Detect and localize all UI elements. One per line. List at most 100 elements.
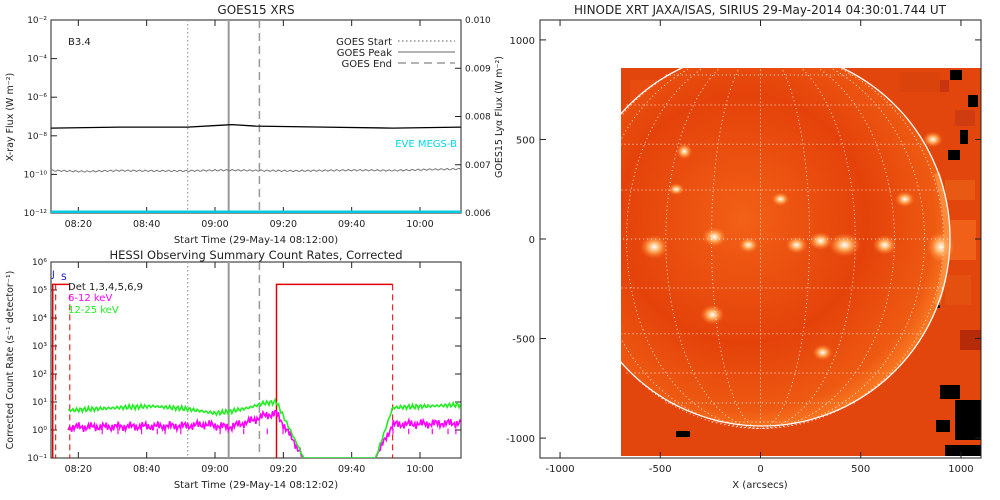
goes-y2-tick-label: 0.006 [465, 209, 491, 219]
xrt-longitude-line [665, 68, 761, 429]
goes-event-markers [187, 20, 261, 213]
goes-plot-frame [50, 19, 462, 214]
xrt-pixel-block [948, 150, 960, 160]
xrt-solar-image [621, 68, 981, 456]
xrt-active-region [700, 304, 725, 325]
xrt-limb-brightening [934, 172, 950, 306]
xrt-active-region [702, 227, 727, 247]
goes-x-tick-label: 09:20 [270, 219, 297, 230]
hessi-x-tick-label: 09:40 [338, 464, 365, 475]
xrt-active-region [676, 143, 693, 160]
legend-goes-end: GOES End [342, 59, 392, 70]
xrt-active-region [668, 183, 685, 196]
goes-y2-tick-label: 0.008 [465, 113, 491, 123]
hessi-plot-frame [50, 261, 462, 459]
xrt-y-tick-label: 1000 [510, 36, 535, 47]
hessi-flag-s: S [61, 273, 67, 283]
goes-x-tick-label: 09:40 [338, 219, 365, 230]
hessi-legend-12-25: 12-25 keV [68, 305, 119, 316]
goes-x-label: Start Time (29-May-14 08:12:00) [174, 235, 338, 246]
hessi-x-tick-label: 10:00 [406, 464, 433, 475]
goes-y2-tick-label: 0.010 [465, 16, 491, 26]
goes-short-channel-line [51, 167, 461, 173]
xrt-longitude-line [760, 68, 925, 429]
goes-x-tick-label: 10:00 [406, 219, 433, 230]
xrt-active-region [808, 232, 833, 250]
goes-y-tick-label: 10⁻² [27, 16, 47, 26]
hessi-y-tick-label: 10⁶ [32, 258, 47, 268]
goes-y2-tick-label: 0.007 [465, 161, 491, 171]
xrt-longitude-line [626, 68, 761, 429]
goes-x-tick-label: 08:20 [65, 219, 92, 230]
hessi-x-tick-label: 09:00 [201, 464, 228, 475]
hessi-y-label: Corrected Count Rate (s⁻¹ detector⁻¹) [5, 271, 16, 450]
xrt-pixel-block [945, 275, 971, 305]
xrt-pixel-block [968, 95, 978, 107]
xrt-x-tick-label: 0 [757, 464, 763, 475]
hessi-y-tick-label: 10¹ [32, 398, 47, 408]
hessi-y-tick-label: 10⁰ [32, 426, 47, 436]
xrt-x-tick-label: -1000 [546, 464, 575, 475]
goes-y2-axis: 0.006 0.007 0.008 0.009 0.010 [455, 16, 491, 219]
goes-y-label: X-ray Flux (W m⁻²) [5, 73, 16, 162]
goes-y2-label: GOES15 Lyα Flux (W m⁻²) [494, 56, 505, 178]
hessi-legend-det: Det 1,3,4,5,6,9 [68, 282, 143, 293]
goes-title: GOES15 XRS [217, 3, 294, 17]
goes-y-tick-label: 10⁻¹⁰ [24, 170, 48, 180]
hessi-y-tick-label: 10³ [32, 342, 47, 352]
xrt-solar-limb [621, 68, 951, 427]
hessi-y-tick-label: 10⁻¹ [27, 454, 47, 464]
xrt-active-region [828, 233, 861, 257]
xrt-x-tick-label: -500 [649, 464, 672, 475]
goes-x-tick-label: 09:00 [201, 219, 228, 230]
goes-y-tick-label: 10⁻¹² [24, 209, 48, 219]
xrt-active-region [872, 235, 897, 255]
goes-x-tick-label: 08:40 [133, 219, 160, 230]
xrt-x-tick-label: 1000 [948, 464, 973, 475]
xrt-pixel-block [960, 130, 968, 144]
xrt-pixel-block [676, 431, 690, 437]
xrt-pixel-block [960, 330, 981, 350]
xrt-pixel-block [900, 72, 940, 92]
xrt-active-region [785, 236, 808, 254]
hessi-y-axis: 10⁻¹ 10⁰ 10¹ 10² 10³ 10⁴ 10⁵ 10⁶ [27, 258, 461, 464]
hessi-flag-j: J [51, 270, 55, 280]
xrt-axes: -1000 -500 0 500 1000 1000 500 0 -500 -1000 [506, 20, 981, 475]
hessi-title: HESSI Observing Summary Count Rates, Cor… [109, 248, 402, 262]
xrt-y-tick-label: -500 [512, 335, 535, 346]
xrt-pixel-block [955, 400, 981, 440]
hessi-x-tick-label: 09:20 [270, 464, 297, 475]
hessi-y-tick-label: 10⁵ [32, 286, 47, 296]
xrt-y-tick-label: 500 [516, 135, 535, 146]
goes-y-tick-label: 10⁻⁴ [27, 55, 47, 65]
hessi-flag-solid [51, 283, 70, 458]
goes-class-label: B3.4 [68, 37, 91, 48]
xrt-pixel-block [955, 110, 975, 126]
goes-y-tick-label: 10⁻⁸ [27, 132, 47, 142]
hessi-event-markers [187, 262, 261, 458]
xrt-active-region [738, 237, 759, 253]
xrt-x-tick-label: 500 [851, 464, 870, 475]
goes-y2-tick-label: 0.009 [465, 64, 491, 74]
hessi-y-tick-label: 10² [32, 370, 47, 380]
xrt-longitude-line [621, 68, 761, 429]
hessi-series [67, 397, 461, 458]
xrt-pixel-block [950, 70, 962, 80]
hessi-legend-6-12: 6-12 keV [68, 293, 112, 304]
hessi-x-tick-label: 08:40 [133, 464, 160, 475]
goes-panel: GOES15 XRS 10⁻¹² 10⁻¹⁰ 10⁻⁸ 10⁻⁶ 10⁻⁴ 10⁻² 0.… [5, 3, 505, 246]
hessi-6-12kev-line [67, 409, 461, 458]
legend-goes-peak: GOES Peak [337, 48, 392, 59]
xrt-active-region [922, 131, 943, 148]
xrt-active-region [812, 344, 833, 361]
xrt-x-label: X (arcsecs) [732, 480, 788, 491]
xrt-active-region [926, 231, 955, 263]
hessi-x-axis: 08:20 08:40 09:00 09:20 09:40 10:00 [65, 262, 434, 475]
xrt-y-tick-label: -1000 [506, 434, 535, 445]
goes-series [51, 123, 461, 213]
xrt-pixel-block [945, 445, 981, 456]
legend-goes-start: GOES Start [336, 37, 392, 48]
xrt-longitude-line [760, 68, 895, 429]
xrt-panel: HINODE XRT JAXA/ISAS, SIRIUS 29-May-2014… [506, 3, 982, 491]
